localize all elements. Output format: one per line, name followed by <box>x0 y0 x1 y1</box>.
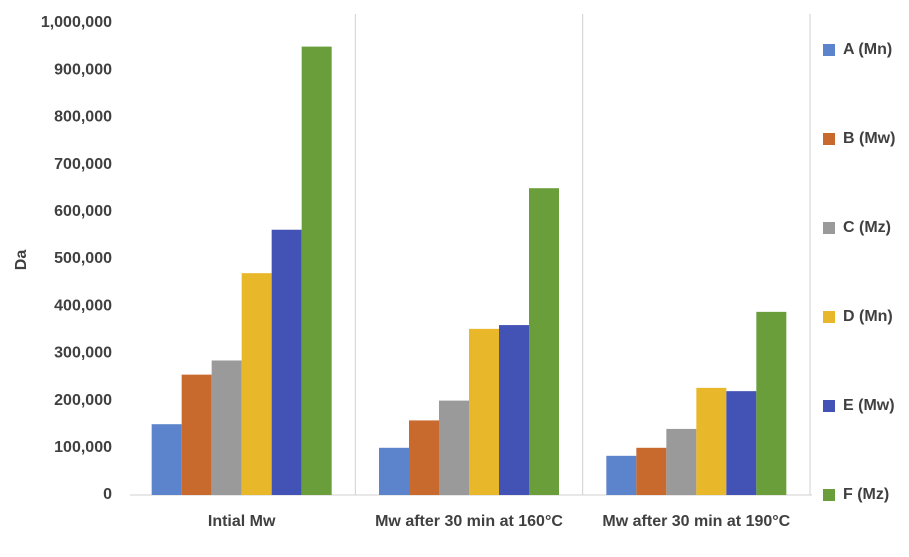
bar <box>379 447 409 495</box>
y-tick-label: 300,000 <box>54 345 112 362</box>
bar <box>241 273 272 495</box>
y-tick-label: 600,000 <box>54 203 112 220</box>
x-tick-label: Mw after 30 min at 160°C <box>375 513 563 530</box>
y-tick-label: 0 <box>103 486 112 503</box>
bar <box>151 424 182 495</box>
bar <box>211 360 242 495</box>
bar <box>439 400 469 495</box>
legend-label: F (Mz) <box>843 486 889 503</box>
bar <box>499 325 529 495</box>
y-tick-label: 700,000 <box>54 156 112 173</box>
bar <box>469 328 499 495</box>
y-tick-label: 200,000 <box>54 392 112 409</box>
legend-swatch <box>823 44 835 56</box>
legend-label: B (Mw) <box>843 130 895 147</box>
legend-label: D (Mn) <box>843 308 893 325</box>
legend-label: E (Mw) <box>843 397 895 414</box>
bar <box>409 420 439 495</box>
bar <box>636 447 667 495</box>
x-tick-label: Intial Mw <box>207 513 276 530</box>
bar <box>726 391 757 495</box>
bar <box>529 188 559 495</box>
legend-swatch <box>823 489 835 501</box>
bar <box>181 374 212 495</box>
legend-swatch <box>823 133 835 145</box>
bar <box>696 387 727 495</box>
bar <box>301 46 332 495</box>
y-tick-label: 1,000,000 <box>41 14 112 31</box>
y-tick-label: 500,000 <box>54 250 112 267</box>
legend-label: C (Mz) <box>843 219 891 236</box>
y-tick-label: 400,000 <box>54 297 112 314</box>
legend-swatch <box>823 400 835 412</box>
bar <box>606 455 637 495</box>
y-tick-label: 900,000 <box>54 61 112 78</box>
x-tick-label: Mw after 30 min at 190°C <box>602 513 791 530</box>
legend-swatch <box>823 311 835 323</box>
bar <box>271 229 302 495</box>
bar <box>756 311 787 495</box>
y-tick-label: 800,000 <box>54 109 112 126</box>
y-axis-label: Da <box>13 250 30 271</box>
legend-swatch <box>823 222 835 234</box>
legend-label: A (Mn) <box>843 41 892 58</box>
y-tick-label: 100,000 <box>54 439 112 456</box>
bar <box>666 428 697 495</box>
